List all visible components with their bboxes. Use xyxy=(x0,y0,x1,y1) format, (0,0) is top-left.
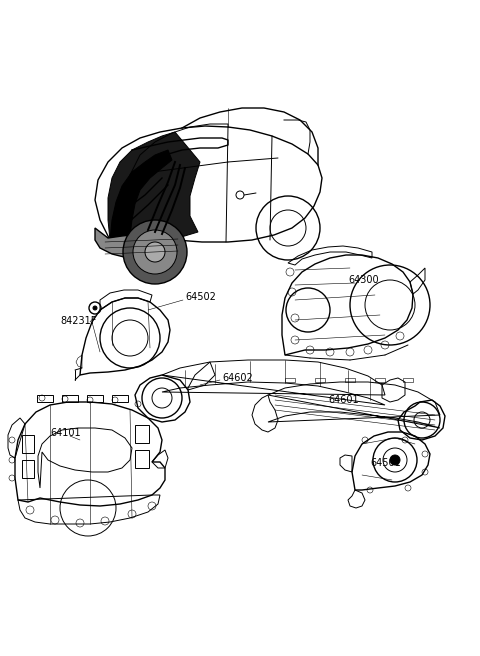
Text: 64300: 64300 xyxy=(348,275,379,285)
Circle shape xyxy=(145,242,165,262)
Text: 64101: 64101 xyxy=(50,428,81,438)
Text: 64501: 64501 xyxy=(370,458,401,468)
Text: 64602: 64602 xyxy=(222,373,253,383)
Circle shape xyxy=(93,306,97,310)
Text: 84231F: 84231F xyxy=(60,316,96,326)
Circle shape xyxy=(390,455,400,465)
Text: 64601: 64601 xyxy=(328,395,359,405)
Text: 64502: 64502 xyxy=(185,292,216,302)
Polygon shape xyxy=(95,228,180,260)
Polygon shape xyxy=(110,150,172,240)
Polygon shape xyxy=(108,132,200,240)
Circle shape xyxy=(123,220,187,284)
Circle shape xyxy=(133,230,177,274)
